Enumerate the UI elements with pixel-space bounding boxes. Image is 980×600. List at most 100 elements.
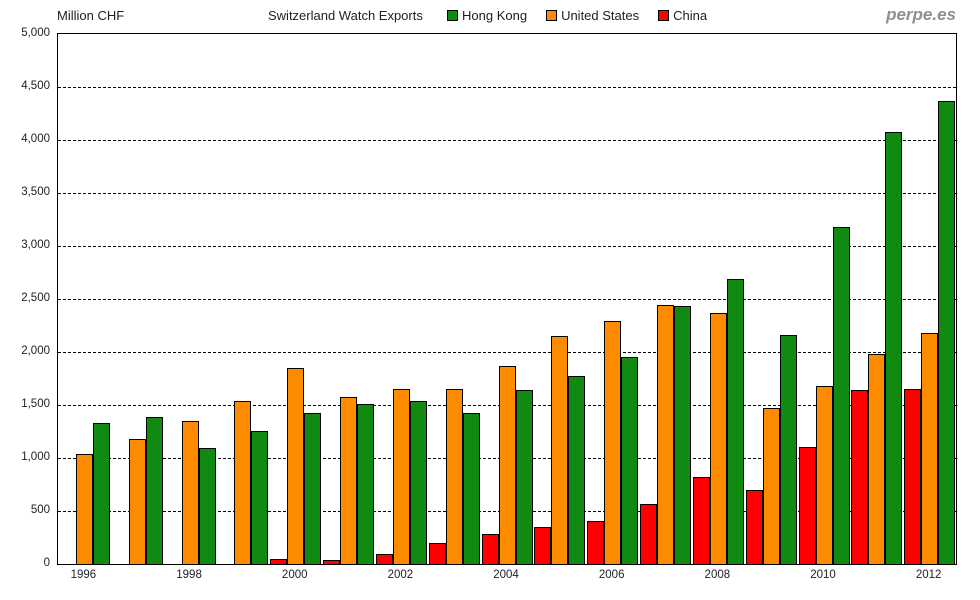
bar-group-2003 bbox=[428, 34, 481, 564]
bar-china-2010 bbox=[798, 447, 816, 564]
legend: Hong Kong United States China bbox=[447, 8, 707, 23]
y-tick-label-1500: 1,500 bbox=[21, 398, 50, 410]
bar-group-2005 bbox=[533, 34, 586, 564]
bar-hong-kong-2011 bbox=[885, 131, 903, 564]
bar-hong-kong-2010 bbox=[832, 226, 850, 564]
bar-group-1999 bbox=[216, 34, 269, 564]
bar-united-states-2006 bbox=[604, 321, 622, 564]
x-axis-labels: 1996 1998 2000 2002 2004 2006 2008 2010 2012 bbox=[57, 569, 955, 581]
x-tick-label-1999 bbox=[215, 569, 268, 581]
y-tick-label-1000: 1,000 bbox=[21, 451, 50, 463]
legend-label: United States bbox=[561, 8, 640, 23]
bar-united-states-2003 bbox=[445, 388, 463, 564]
bar-group-2008 bbox=[692, 34, 745, 564]
bar-group-1996 bbox=[58, 34, 111, 564]
bar-china-2009 bbox=[745, 490, 763, 564]
bar-hong-kong-2007 bbox=[674, 306, 692, 564]
bar-hong-kong-1997 bbox=[145, 416, 163, 564]
x-tick-label-2001 bbox=[321, 569, 374, 581]
x-tick-label-2005 bbox=[532, 569, 585, 581]
bar-group-1998 bbox=[164, 34, 217, 564]
bar-group-2007 bbox=[639, 34, 692, 564]
bar-hong-kong-2012 bbox=[938, 101, 956, 564]
watermark-logo: perpe.es bbox=[886, 5, 956, 24]
bar-group-2011 bbox=[850, 34, 903, 564]
x-tick-label-2012: 2012 bbox=[915, 569, 942, 581]
x-tick-label-2000: 2000 bbox=[281, 569, 308, 581]
bar-united-states-1999 bbox=[234, 401, 252, 564]
gridline-4000 bbox=[58, 140, 956, 141]
bar-group-1997 bbox=[111, 34, 164, 564]
gridline-3500 bbox=[58, 193, 956, 194]
legend-item-united-states: United States bbox=[546, 8, 639, 23]
bar-hong-kong-2004 bbox=[515, 390, 533, 564]
legend-swatch-united-states bbox=[546, 10, 558, 21]
bar-united-states-2000 bbox=[287, 368, 305, 564]
y-tick-label-3500: 3,500 bbox=[21, 186, 50, 198]
x-tick-label-2009 bbox=[744, 569, 797, 581]
y-tick-label-5000: 5,000 bbox=[21, 27, 50, 39]
bar-china-2002 bbox=[375, 553, 393, 564]
bar-united-states-1997 bbox=[128, 439, 146, 564]
bar-hong-kong-2008 bbox=[726, 278, 744, 564]
x-tick-label-2006: 2006 bbox=[598, 569, 625, 581]
bar-china-2011 bbox=[851, 390, 869, 564]
gridline-4500 bbox=[58, 87, 956, 88]
gridline-2500 bbox=[58, 299, 956, 300]
bar-united-states-2011 bbox=[868, 353, 886, 564]
gridline-3000 bbox=[58, 246, 956, 247]
legend-label: China bbox=[673, 8, 708, 23]
bar-group-2006 bbox=[586, 34, 639, 564]
legend-item-hong-kong: Hong Kong bbox=[447, 8, 527, 23]
chart-title: Switzerland Watch Exports bbox=[268, 8, 423, 23]
bar-hong-kong-1998 bbox=[198, 447, 216, 564]
bar-united-states-2007 bbox=[657, 305, 675, 564]
bar-hong-kong-2001 bbox=[357, 403, 375, 564]
y-axis-labels: 0 500 1,000 1,500 2,000 2,500 3,000 3,500 4,000 4… bbox=[0, 0, 50, 600]
bar-hong-kong-2009 bbox=[779, 334, 797, 564]
bar-group-2009 bbox=[745, 34, 798, 564]
legend-item-china: China bbox=[658, 8, 707, 23]
bar-group-2004 bbox=[481, 34, 534, 564]
bar-group-2001 bbox=[322, 34, 375, 564]
bar-united-states-2005 bbox=[551, 336, 569, 564]
bar-united-states-2009 bbox=[762, 408, 780, 564]
y-tick-label-2500: 2,500 bbox=[21, 292, 50, 304]
bar-china-2000 bbox=[270, 559, 288, 564]
bar-hong-kong-2003 bbox=[462, 413, 480, 564]
bar-hong-kong-2002 bbox=[409, 400, 427, 564]
bars-container bbox=[58, 34, 956, 564]
bar-united-states-2008 bbox=[709, 312, 727, 564]
bar-hong-kong-2006 bbox=[621, 357, 639, 564]
x-tick-label-2011 bbox=[849, 569, 902, 581]
y-tick-label-0: 0 bbox=[43, 557, 50, 569]
bar-united-states-2001 bbox=[340, 396, 358, 564]
y-tick-label-4000: 4,000 bbox=[21, 133, 50, 145]
gridline-2000 bbox=[58, 352, 956, 353]
bar-china-2001 bbox=[323, 560, 341, 564]
bar-group-2010 bbox=[798, 34, 851, 564]
bar-united-states-1996 bbox=[75, 453, 93, 564]
bar-china-2008 bbox=[692, 476, 710, 564]
bar-china-2007 bbox=[640, 503, 658, 564]
bar-hong-kong-2005 bbox=[568, 375, 586, 564]
x-tick-label-1997 bbox=[110, 569, 163, 581]
y-tick-label-500: 500 bbox=[30, 504, 50, 516]
y-tick-label-2000: 2,000 bbox=[21, 345, 50, 357]
bar-united-states-2002 bbox=[392, 389, 410, 564]
x-tick-label-2008: 2008 bbox=[704, 569, 731, 581]
bar-united-states-2004 bbox=[498, 365, 516, 564]
bar-group-2000 bbox=[269, 34, 322, 564]
bar-china-2005 bbox=[534, 527, 552, 564]
bar-group-2002 bbox=[375, 34, 428, 564]
x-tick-label-2003 bbox=[427, 569, 480, 581]
x-tick-label-1998: 1998 bbox=[176, 569, 202, 581]
x-tick-label-2007 bbox=[638, 569, 691, 581]
legend-swatch-hong-kong bbox=[447, 10, 458, 21]
plot-area bbox=[57, 33, 957, 565]
bar-united-states-1998 bbox=[181, 421, 199, 564]
y-tick-label-4500: 4,500 bbox=[21, 80, 50, 92]
bar-china-2006 bbox=[587, 521, 605, 564]
bar-hong-kong-1996 bbox=[92, 423, 110, 564]
